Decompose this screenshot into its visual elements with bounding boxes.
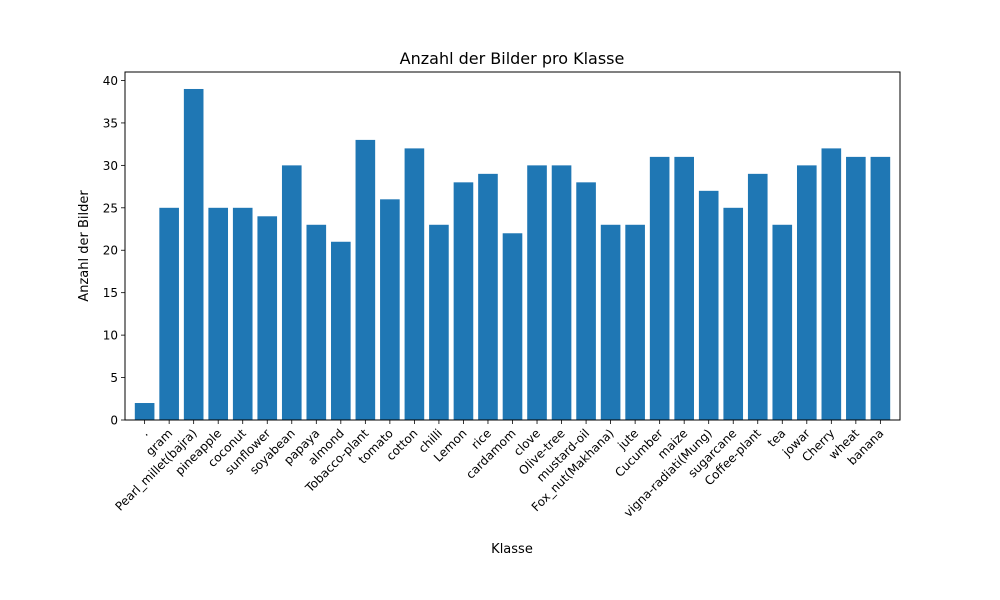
bar — [502, 233, 523, 420]
bar — [698, 190, 719, 420]
bar — [674, 156, 694, 420]
bar — [527, 165, 547, 420]
bar — [355, 139, 376, 420]
bar — [159, 207, 179, 420]
bar — [331, 241, 351, 420]
bar — [453, 182, 474, 420]
bar — [380, 199, 400, 420]
y-tick-label: 20 — [103, 244, 118, 258]
chart-title: Anzahl der Bilder pro Klasse — [400, 49, 625, 68]
bar — [772, 224, 793, 420]
x-axis-label: Klasse — [491, 542, 533, 557]
bar — [846, 156, 866, 420]
y-tick-label: 35 — [103, 116, 118, 130]
bar — [649, 156, 670, 420]
bars-group — [134, 88, 891, 420]
bar — [551, 165, 572, 420]
bar — [232, 207, 253, 420]
bar — [404, 148, 425, 420]
bar — [429, 224, 449, 420]
bar — [208, 207, 229, 420]
y-axis-label: Anzahl der Bilder — [77, 190, 92, 302]
y-tick-label: 5 — [110, 371, 118, 385]
y-axis: 0 5 10 15 20 25 30 35 40 — [103, 74, 125, 428]
y-tick-label: 15 — [103, 286, 118, 300]
y-tick-label: 25 — [103, 201, 118, 215]
y-tick-label: 10 — [103, 329, 118, 343]
y-tick-label: 30 — [103, 159, 118, 173]
bar — [821, 148, 842, 420]
bar — [576, 182, 596, 420]
bar — [281, 165, 302, 420]
bar — [306, 224, 327, 420]
bar — [796, 165, 817, 420]
y-tick-label: 40 — [103, 74, 118, 88]
bar — [600, 224, 621, 420]
bar — [747, 173, 768, 420]
bar — [870, 156, 891, 420]
bar — [257, 216, 278, 420]
y-tick-label: 0 — [110, 414, 118, 428]
bar — [625, 224, 645, 420]
bar — [134, 403, 155, 420]
bar — [723, 207, 744, 420]
bar — [183, 88, 204, 420]
bar — [478, 173, 498, 420]
